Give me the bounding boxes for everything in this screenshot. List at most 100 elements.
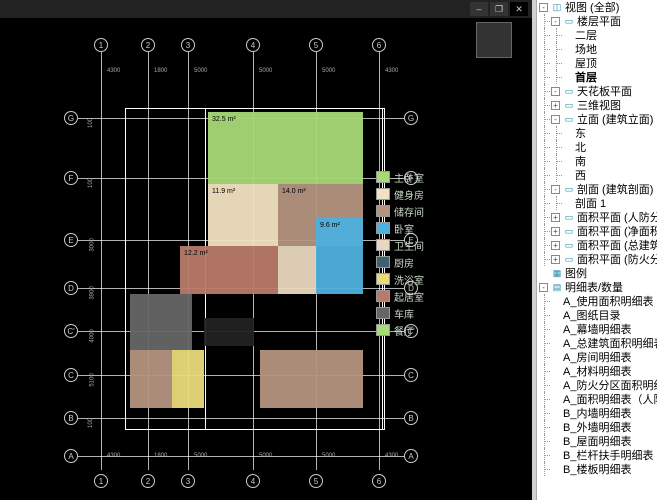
- grid-bubble: 5: [309, 38, 323, 52]
- legend-swatch: [376, 273, 390, 285]
- tree-node[interactable]: A_房间明细表: [537, 350, 657, 364]
- tree-node[interactable]: B_内墙明细表: [537, 406, 657, 420]
- tree-guide: [539, 70, 551, 84]
- tree-node[interactable]: A_面积明细表（人防面积）: [537, 392, 657, 406]
- dimension: 5000: [194, 68, 207, 74]
- dimension: 5100: [90, 373, 96, 386]
- tree-node[interactable]: -▭立面 (建筑立面): [537, 112, 657, 126]
- tree-node[interactable]: 屋顶: [537, 56, 657, 70]
- legend-label: 洗浴室: [394, 272, 424, 287]
- tree-node[interactable]: 剖面 1: [537, 196, 657, 210]
- tree-node[interactable]: +▭面积平面 (总建筑面积): [537, 238, 657, 252]
- tree-guide: [539, 252, 551, 266]
- tree-spacer: [563, 143, 572, 152]
- tree-expand-icon[interactable]: +: [551, 213, 560, 222]
- tree-node[interactable]: +▭三维视图: [537, 98, 657, 112]
- room-r10[interactable]: [260, 350, 320, 408]
- tree-guide: [539, 364, 551, 378]
- legend-item: 主卧室: [376, 170, 424, 184]
- room-r8[interactable]: [130, 350, 172, 408]
- tree-item-icon: ▭: [563, 225, 575, 237]
- window-close-button[interactable]: ✕: [510, 2, 528, 16]
- room-r5[interactable]: [278, 246, 316, 294]
- tree-guide: [551, 70, 563, 84]
- tree-spacer: [563, 45, 572, 54]
- tree-node[interactable]: B_楼板明细表: [537, 462, 657, 476]
- tree-item-icon: ▭: [563, 15, 575, 27]
- tree-guide: [539, 56, 551, 70]
- room-r2[interactable]: [208, 184, 278, 246]
- dimension: 3900: [90, 286, 96, 299]
- tree-guide: [539, 448, 551, 462]
- grid-bubble: G: [404, 111, 418, 125]
- tree-node[interactable]: B_栏杆扶手明细表: [537, 448, 657, 462]
- tree-node[interactable]: ▦图例: [537, 266, 657, 280]
- window-maximize-button[interactable]: ❐: [490, 2, 508, 16]
- tree-collapse-icon[interactable]: -: [551, 115, 560, 124]
- tree-node[interactable]: A_防火分区面积明细表: [537, 378, 657, 392]
- tree-node[interactable]: A_幕墙明细表: [537, 322, 657, 336]
- room-r9[interactable]: [172, 350, 204, 408]
- tree-node[interactable]: B_外墙明细表: [537, 420, 657, 434]
- tree-item-label: B_楼板明细表: [563, 461, 631, 477]
- tree-node[interactable]: +▭面积平面 (人防分区面积): [537, 210, 657, 224]
- room-r7[interactable]: [130, 294, 192, 350]
- tree-node[interactable]: A_图纸目录: [537, 308, 657, 322]
- tree-collapse-icon[interactable]: -: [539, 3, 548, 12]
- tree-node[interactable]: +▭面积平面 (防火分区面积): [537, 252, 657, 266]
- project-browser-tree[interactable]: -◫视图 (全部)-▭楼层平面二层场地屋顶首层-▭天花板平面+▭三维视图-▭立面…: [536, 0, 657, 500]
- tree-node[interactable]: -▤明细表/数量: [537, 280, 657, 294]
- tree-spacer: [563, 171, 572, 180]
- legend-label: 储存间: [394, 204, 424, 219]
- tree-collapse-icon[interactable]: -: [539, 283, 548, 292]
- tree-item-icon: ▦: [551, 267, 563, 279]
- tree-node[interactable]: 西: [537, 168, 657, 182]
- tree-node[interactable]: +▭面积平面 (净面积): [537, 224, 657, 238]
- tree-node[interactable]: -▭剖面 (建筑剖面): [537, 182, 657, 196]
- legend-swatch: [376, 290, 390, 302]
- room-r11[interactable]: [320, 350, 363, 408]
- room-r4[interactable]: [180, 246, 278, 294]
- tree-expand-icon[interactable]: +: [551, 101, 560, 110]
- tree-node[interactable]: 北: [537, 140, 657, 154]
- legend-item: 厨房: [376, 255, 424, 269]
- room-r1[interactable]: [208, 112, 363, 184]
- tree-node[interactable]: A_使用面积明细表: [537, 294, 657, 308]
- dimension: 100: [88, 178, 94, 188]
- tree-collapse-icon[interactable]: -: [551, 17, 560, 26]
- tree-expand-icon[interactable]: +: [551, 255, 560, 264]
- drawing-area[interactable]: 112233445566AABBCCC'C'DDEEFFGG4300430018…: [0, 18, 532, 500]
- tree-node[interactable]: A_总建筑面积明细表: [537, 336, 657, 350]
- legend-item: 起居室: [376, 289, 424, 303]
- tree-node[interactable]: B_屋面明细表: [537, 434, 657, 448]
- tree-node[interactable]: 首层: [537, 70, 657, 84]
- tree-item-icon: ▭: [563, 85, 575, 97]
- tree-spacer: [563, 199, 572, 208]
- tree-node[interactable]: A_材料明细表: [537, 364, 657, 378]
- tree-node[interactable]: -◫视图 (全部): [537, 0, 657, 14]
- tree-expand-icon[interactable]: +: [551, 227, 560, 236]
- tree-collapse-icon[interactable]: -: [551, 185, 560, 194]
- room-r6[interactable]: [316, 218, 363, 294]
- grid-bubble: 3: [181, 38, 195, 52]
- dimension: 4300: [385, 453, 398, 459]
- tree-node[interactable]: 东: [537, 126, 657, 140]
- tree-node[interactable]: -▭楼层平面: [537, 14, 657, 28]
- legend-swatch: [376, 188, 390, 200]
- tree-guide: [551, 126, 563, 140]
- tree-collapse-icon[interactable]: -: [551, 87, 560, 96]
- grid-bubble: 3: [181, 474, 195, 488]
- window-minimize-button[interactable]: –: [470, 2, 488, 16]
- tree-node[interactable]: 南: [537, 154, 657, 168]
- grid-bubble: C: [64, 368, 78, 382]
- tree-expand-icon[interactable]: +: [551, 241, 560, 250]
- cad-viewport[interactable]: – ❐ ✕ 112233445566AABBCCC'C'DDEEFFGG4300…: [0, 0, 532, 500]
- grid-bubble: A: [64, 449, 78, 463]
- room-r12[interactable]: [204, 318, 254, 346]
- tree-node[interactable]: 场地: [537, 42, 657, 56]
- grid-bubble: 2: [141, 38, 155, 52]
- tree-node[interactable]: 二层: [537, 28, 657, 42]
- tree-guide: [539, 168, 551, 182]
- tree-node[interactable]: -▭天花板平面: [537, 84, 657, 98]
- dimension: 4300: [107, 453, 120, 459]
